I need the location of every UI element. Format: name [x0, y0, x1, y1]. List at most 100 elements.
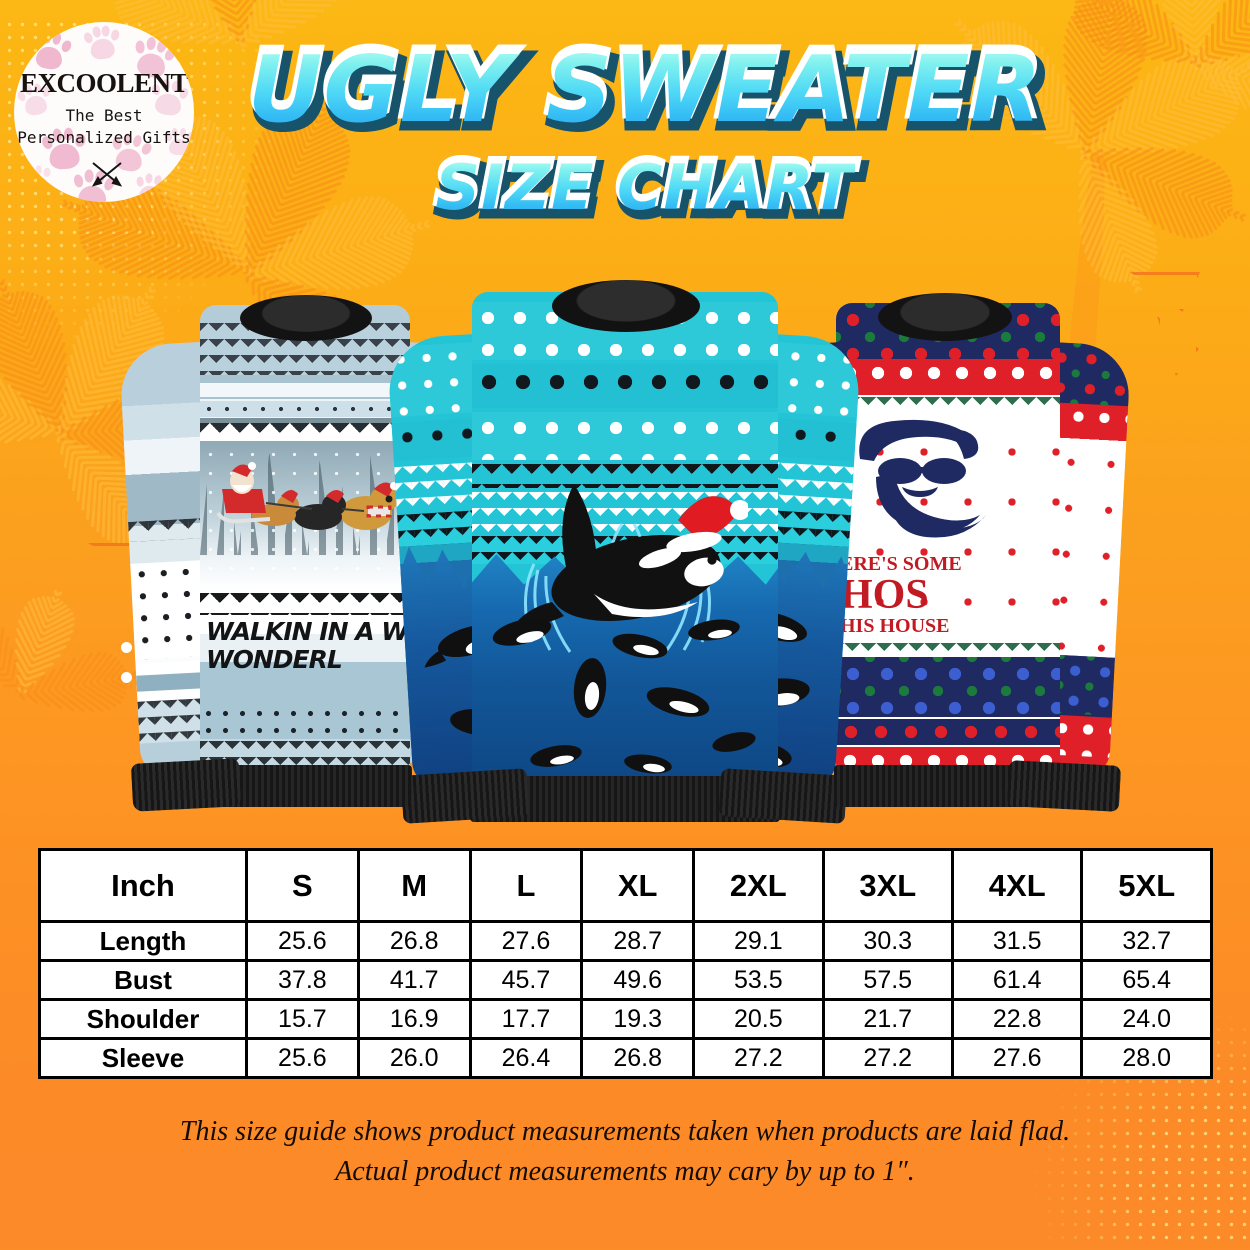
paw-print-icon — [163, 126, 194, 159]
size-chart-table: Inch S M L XL 2XL 3XL 4XL 5XL Length 25.6 26.8 27.… — [38, 848, 1213, 1079]
sweater-right-collar — [878, 293, 1012, 341]
sweater-center-body — [472, 292, 778, 790]
sweater-left-slogan-line2: WONDERL — [206, 645, 410, 674]
page-title-block: UGLY SWEATER UGLY SWEATER UGLY SWEATER S… — [200, 34, 1090, 228]
size-header-xl: XL — [580, 848, 696, 923]
sweater-left-body: WALKIN IN A W WONDERL — [200, 305, 410, 775]
size-header-s: S — [245, 848, 360, 923]
size-chart-table-container: Inch S M L XL 2XL 3XL 4XL 5XL Length 25.6 26.8 27.… — [38, 848, 1213, 1079]
measure-label-length: Length — [38, 920, 248, 962]
brand-tagline-line2: Personalized Gifts — [17, 128, 191, 147]
cell-bust-5xl: 65.4 — [1080, 959, 1213, 1001]
paw-print-icon — [130, 169, 171, 202]
cell-sleeve-4xl: 27.6 — [950, 1037, 1084, 1079]
page-title-line1: UGLY SWEATER UGLY SWEATER UGLY SWEATER — [244, 34, 1053, 145]
cell-shoulder-xl: 19.3 — [580, 998, 696, 1040]
brand-logo: EXCOOLENT The Best Personalized Gifts — [14, 22, 194, 202]
size-header-4xl: 4XL — [950, 848, 1084, 923]
title-line1-outline: UGLY SWEATER — [244, 34, 1045, 133]
slogan-right-1: ERE'S SOME — [840, 553, 962, 575]
brand-name: EXCOOLENT — [19, 68, 189, 98]
brand-tagline-line1: The Best — [65, 106, 143, 125]
sweater-left-cuff — [130, 758, 242, 812]
cell-bust-l: 45.7 — [468, 959, 584, 1001]
cell-bust-4xl: 61.4 — [950, 959, 1084, 1001]
title-line2-fill: SIZE CHART — [435, 151, 855, 224]
cell-sleeve-2xl: 27.2 — [692, 1037, 825, 1079]
cell-bust-m: 41.7 — [356, 959, 472, 1001]
orca-pattern-graphic — [492, 618, 756, 774]
decor-dot-2 — [121, 672, 132, 683]
cell-sleeve-s: 25.6 — [245, 1037, 360, 1079]
sweater-right-slogan-line1: ERE'S SOME — [840, 553, 1012, 576]
cell-length-s: 25.6 — [245, 920, 360, 962]
sweater-center-cuff-right — [718, 768, 848, 824]
cell-sleeve-3xl: 27.2 — [821, 1037, 955, 1079]
cell-shoulder-5xl: 24.0 — [1080, 998, 1213, 1040]
sweater-left-dachshund: WALKIN IN A W WONDERL — [118, 295, 483, 812]
table-row: Bust 37.8 41.7 45.7 49.6 53.5 57.5 61.4 65.4 — [38, 959, 1213, 1001]
cell-length-m: 26.8 — [356, 920, 472, 962]
size-header-5xl: 5XL — [1080, 848, 1213, 923]
product-images: WALKIN IN A W WONDERL — [0, 275, 1250, 824]
slogan-text-2: WONDERL — [206, 645, 343, 674]
cell-bust-2xl: 53.5 — [692, 959, 825, 1001]
title-line2-outline: SIZE CHART — [432, 149, 857, 218]
cell-shoulder-m: 16.9 — [356, 998, 472, 1040]
sweater-right-cuff — [1006, 760, 1122, 812]
cell-bust-xl: 49.6 — [580, 959, 696, 1001]
page-title-line2: SIZE CHART SIZE CHART SIZE CHART — [432, 149, 864, 228]
sweater-right-slogan-line2: HOS — [840, 571, 1012, 619]
cell-shoulder-l: 17.7 — [468, 998, 584, 1040]
cell-length-5xl: 32.7 — [1080, 920, 1213, 962]
cell-sleeve-m: 26.0 — [356, 1037, 472, 1079]
sweater-right-body: ERE'S SOME HOS HIS HOUSE — [836, 303, 1060, 773]
sweater-right-santa: ERE'S SOME HOS HIS HOUSE — [767, 293, 1132, 812]
cell-shoulder-3xl: 21.7 — [821, 998, 955, 1040]
measure-label-bust: Bust — [38, 959, 248, 1001]
table-row: Sleeve 25.6 26.0 26.4 26.8 27.2 27.2 27.6 28.0 — [38, 1037, 1213, 1079]
table-body: Length 25.6 26.8 27.6 28.7 29.1 30.3 31.5 32.7 Bu… — [38, 920, 1213, 1079]
decor-dot-1 — [121, 642, 132, 653]
cell-length-3xl: 30.3 — [821, 920, 955, 962]
table-row: Shoulder 15.7 16.9 17.7 19.3 20.5 21.7 22.8 24.0 — [38, 998, 1213, 1040]
sweater-center-orca — [386, 280, 862, 824]
cell-length-4xl: 31.5 — [950, 920, 1084, 962]
sweater-left-collar — [240, 295, 372, 341]
disclaimer: This size guide shows product measuremen… — [0, 1112, 1250, 1192]
table-header-row: Inch S M L XL 2XL 3XL 4XL 5XL — [38, 848, 1213, 923]
disclaimer-line1: This size guide shows product measuremen… — [179, 1116, 1071, 1147]
sweater-right-slogan-line3: HIS HOUSE — [840, 615, 1012, 638]
slogan-right-2: HOS — [840, 572, 929, 618]
cell-sleeve-5xl: 28.0 — [1080, 1037, 1213, 1079]
slogan-text-1: WALKIN IN A W — [206, 617, 409, 646]
slogan-right-3: HIS HOUSE — [840, 615, 950, 637]
size-header-3xl: 3XL — [821, 848, 955, 923]
paw-print-icon — [82, 22, 122, 65]
size-header-2xl: 2XL — [692, 848, 825, 923]
title-line1-shadow: UGLY SWEATER — [246, 40, 1053, 145]
cell-length-2xl: 29.1 — [692, 920, 825, 962]
measure-label-sleeve: Sleeve — [38, 1037, 248, 1079]
unit-header: Inch — [38, 848, 248, 923]
disclaimer-line2: Actual product measurements may cary by … — [335, 1155, 915, 1187]
cell-sleeve-l: 26.4 — [468, 1037, 584, 1079]
sweater-center-collar — [552, 280, 700, 332]
cell-length-xl: 28.7 — [580, 920, 696, 962]
cell-shoulder-s: 15.7 — [245, 998, 360, 1040]
cell-length-l: 27.6 — [468, 920, 584, 962]
cell-shoulder-2xl: 20.5 — [692, 998, 825, 1040]
crossed-arrows-icon — [91, 162, 123, 187]
paw-print-icon — [19, 161, 55, 200]
table-row: Length 25.6 26.8 27.6 28.7 29.1 30.3 31.5 32.7 — [38, 920, 1213, 962]
measure-label-shoulder: Shoulder — [38, 998, 248, 1040]
sweater-center-cuff-left — [400, 768, 530, 824]
size-header-m: M — [356, 848, 472, 923]
title-line1-fill: UGLY SWEATER — [247, 36, 1043, 143]
cell-bust-3xl: 57.5 — [821, 959, 955, 1001]
size-header-l: L — [468, 848, 584, 923]
sweater-left-slogan-line1: WALKIN IN A W — [206, 617, 410, 646]
santa-sleigh-dachshund-graphic — [216, 462, 398, 530]
title-line2-shadow: SIZE CHART — [433, 153, 864, 228]
cell-shoulder-4xl: 22.8 — [950, 998, 1084, 1040]
